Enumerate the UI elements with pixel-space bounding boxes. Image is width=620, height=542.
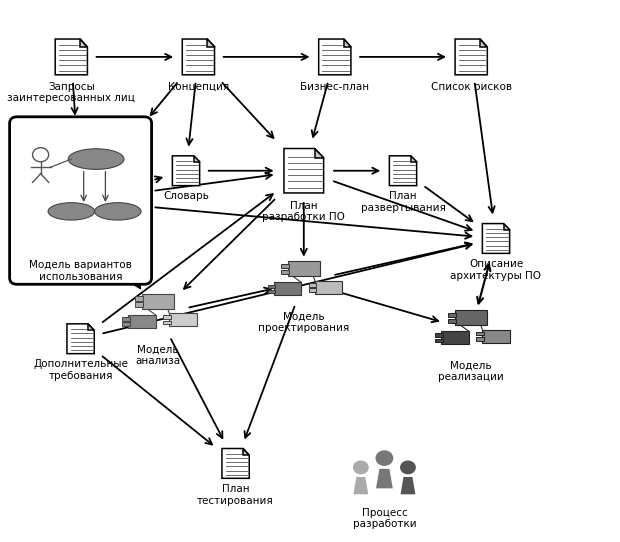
Ellipse shape xyxy=(68,149,124,170)
Polygon shape xyxy=(193,156,200,163)
Polygon shape xyxy=(455,39,487,75)
Polygon shape xyxy=(88,324,94,331)
Bar xyxy=(128,315,156,328)
Bar xyxy=(142,294,174,309)
Bar xyxy=(163,321,170,324)
Polygon shape xyxy=(284,149,324,193)
Ellipse shape xyxy=(94,203,141,220)
Bar xyxy=(441,331,469,344)
Bar xyxy=(281,270,289,274)
Bar xyxy=(435,333,443,337)
Bar xyxy=(281,264,289,268)
Bar xyxy=(122,322,130,326)
Bar xyxy=(163,315,170,319)
Polygon shape xyxy=(67,324,94,354)
Bar xyxy=(274,282,301,295)
Text: Запросы
заинтересованных лиц: Запросы заинтересованных лиц xyxy=(7,82,135,104)
Bar xyxy=(455,310,487,325)
Polygon shape xyxy=(81,39,87,47)
Bar xyxy=(315,281,342,294)
Text: Бизнес-план: Бизнес-план xyxy=(300,82,370,92)
Polygon shape xyxy=(401,477,415,494)
Polygon shape xyxy=(222,449,249,479)
Polygon shape xyxy=(208,39,215,47)
Polygon shape xyxy=(319,39,351,75)
Text: Модель
проектирования: Модель проектирования xyxy=(258,312,350,333)
Bar xyxy=(448,313,456,317)
Bar xyxy=(476,337,484,340)
Polygon shape xyxy=(344,39,351,47)
Text: План
разработки ПО: План разработки ПО xyxy=(262,201,345,222)
Text: Модель
анализа: Модель анализа xyxy=(136,344,180,366)
Polygon shape xyxy=(480,39,487,47)
Polygon shape xyxy=(389,156,417,185)
Text: Словарь: Словарь xyxy=(163,191,209,201)
Text: Дополнительные
требования: Дополнительные требования xyxy=(33,359,128,381)
Bar xyxy=(288,261,320,276)
Text: Модель вариантов
использования: Модель вариантов использования xyxy=(29,260,132,282)
Circle shape xyxy=(353,461,369,474)
Bar xyxy=(435,339,443,342)
Bar xyxy=(135,296,143,301)
Polygon shape xyxy=(243,449,249,455)
Bar xyxy=(268,285,275,288)
Bar xyxy=(268,290,275,293)
Text: Описание
архитектуры ПО: Описание архитектуры ПО xyxy=(451,259,541,281)
Circle shape xyxy=(376,450,393,466)
Polygon shape xyxy=(410,156,417,163)
Text: Процесс
разработки: Процесс разработки xyxy=(353,508,416,530)
Bar xyxy=(309,288,316,292)
Bar xyxy=(448,319,456,323)
Text: Список рисков: Список рисков xyxy=(431,82,512,92)
Bar xyxy=(169,313,197,326)
Polygon shape xyxy=(315,149,324,158)
Text: План
тестирования: План тестирования xyxy=(197,484,274,506)
Polygon shape xyxy=(376,469,393,488)
Ellipse shape xyxy=(48,203,94,220)
Bar xyxy=(482,330,510,343)
Circle shape xyxy=(400,461,416,474)
Polygon shape xyxy=(182,39,215,75)
Polygon shape xyxy=(172,156,200,185)
Bar xyxy=(122,317,130,321)
Polygon shape xyxy=(353,477,368,494)
Polygon shape xyxy=(55,39,87,75)
FancyBboxPatch shape xyxy=(10,117,151,284)
Polygon shape xyxy=(503,223,510,230)
Bar xyxy=(309,283,316,287)
Text: План
развертывания: План развертывания xyxy=(361,191,445,213)
Bar xyxy=(135,302,143,307)
Bar xyxy=(476,332,484,335)
Polygon shape xyxy=(482,223,510,253)
Text: Концепция: Концепция xyxy=(168,82,229,92)
Text: Модель
реализации: Модель реализации xyxy=(438,360,504,382)
